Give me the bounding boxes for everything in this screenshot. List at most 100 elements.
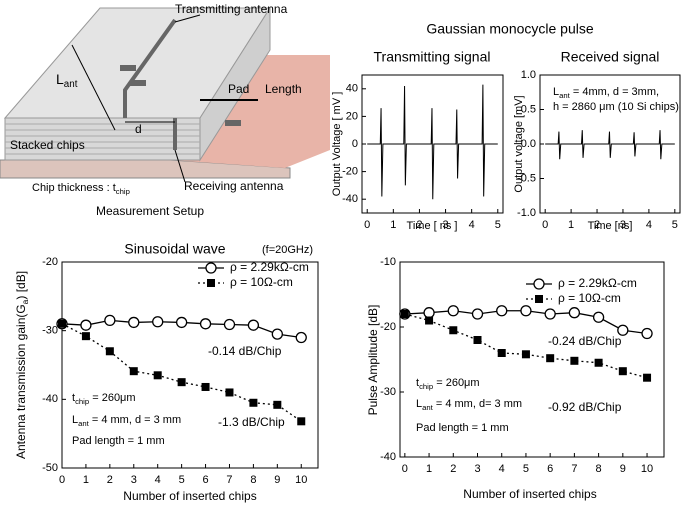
label: Lant xyxy=(56,71,78,90)
text-part: L xyxy=(56,71,64,87)
label: Stacked chips xyxy=(10,138,85,152)
x-tick-label: 9 xyxy=(620,463,626,475)
series-line xyxy=(61,323,302,422)
marker xyxy=(129,367,138,376)
y-tick-label: -30 xyxy=(42,325,58,337)
marker xyxy=(273,400,282,409)
marker xyxy=(400,310,409,318)
legend-label: ρ = 2.29kΩ-cm xyxy=(230,260,309,274)
text-part: t xyxy=(72,392,75,404)
annotation: Lant = 4 mm, d = 3 mm xyxy=(72,414,181,428)
marker xyxy=(177,378,186,387)
marker xyxy=(249,398,258,407)
marker xyxy=(521,350,530,359)
marker xyxy=(568,307,581,319)
x-tick-label: 2 xyxy=(450,463,456,475)
marker xyxy=(641,327,653,340)
marker xyxy=(592,311,605,323)
x-tick-label: 9 xyxy=(274,474,280,486)
marker xyxy=(546,354,555,363)
text-part: ant xyxy=(422,403,434,412)
marker xyxy=(58,319,66,328)
marker xyxy=(618,367,627,376)
y-tick-label: -10 xyxy=(380,256,396,268)
y-tick-label: -20 xyxy=(380,321,396,333)
text-part: L xyxy=(553,86,559,98)
x-axis-label: Number of inserted chips xyxy=(123,489,256,503)
text-part: chip xyxy=(75,397,89,406)
y-tick-label: -40 xyxy=(42,393,58,405)
text-part: Chip thickness : t xyxy=(32,182,116,194)
marker xyxy=(297,417,306,426)
marker xyxy=(175,316,188,329)
x-tick-label: 3 xyxy=(131,474,137,486)
marker xyxy=(295,331,307,344)
annotation: Lant = 4 mm, d= 3 mm xyxy=(416,398,522,412)
annotation: tchip = 260μm xyxy=(72,392,136,406)
chip-front xyxy=(4,117,201,161)
y-tick-label: -20 xyxy=(42,256,58,268)
x-tick-label: 5 xyxy=(179,474,185,486)
heading: Gaussian monocycle pulse xyxy=(426,21,594,37)
label: Length xyxy=(265,82,302,96)
y-tick-label: 0.0 xyxy=(521,138,536,150)
marker xyxy=(271,328,283,340)
x-tick-label: 8 xyxy=(596,463,602,475)
y-tick-label: 20 xyxy=(346,110,358,122)
text-part: Antenna transmission gain(G xyxy=(14,304,28,459)
marker xyxy=(81,332,90,341)
text-part: L xyxy=(416,398,422,410)
x-tick-label: 3 xyxy=(620,219,626,231)
x-tick-label: 8 xyxy=(250,474,256,486)
marker xyxy=(105,347,114,356)
x-tick-label: 2 xyxy=(107,474,113,486)
marker xyxy=(471,308,484,320)
text-part: chip xyxy=(419,382,433,391)
y-tick-label: 0 xyxy=(352,138,358,150)
text-part: L xyxy=(72,414,78,426)
text-part: ant xyxy=(559,91,571,100)
plot-frame xyxy=(61,261,319,469)
text-part: a xyxy=(20,299,30,304)
x-axis-label: Time [ ns ] xyxy=(407,220,458,232)
annotation: h = 2860 μm (10 Si chips) xyxy=(553,101,679,113)
x-tick-label: 5 xyxy=(523,463,529,475)
legend-marker xyxy=(207,279,215,287)
x-tick-label: 5 xyxy=(495,219,501,231)
x-tick-label: 0 xyxy=(59,474,65,486)
x-tick-label: 1 xyxy=(83,474,89,486)
x-tick-label: 1 xyxy=(426,463,432,475)
chart-title: Received signal xyxy=(561,49,660,65)
annotation: Lant = 4mm, d = 3mm, xyxy=(553,86,659,100)
y-tick-label: -40 xyxy=(380,451,396,463)
legend-label: ρ = 2.29kΩ-cm xyxy=(558,276,637,290)
marker xyxy=(473,336,482,344)
pad xyxy=(120,65,136,71)
marker xyxy=(225,388,234,397)
marker xyxy=(617,324,629,336)
x-tick-label: 0 xyxy=(542,219,548,231)
series-line xyxy=(367,84,498,200)
series-line xyxy=(545,130,675,160)
x-tick-label: 0 xyxy=(364,219,370,231)
marker xyxy=(544,308,556,320)
x-axis-label: Number of inserted chips xyxy=(463,487,596,501)
y-axis-label: Output Voltage [ mV ] xyxy=(331,92,343,197)
x-tick-label: 5 xyxy=(672,219,678,231)
x-tick-label: 2 xyxy=(416,219,422,231)
text-part: = 4 mm, d= 3 mm xyxy=(433,398,522,410)
x-tick-label: 7 xyxy=(226,474,232,486)
chart-title: Transmitting signal xyxy=(374,49,491,65)
label: Transmitting antenna xyxy=(175,2,288,16)
text-part: = 4mm, d = 3mm, xyxy=(570,86,659,98)
y-tick-label: -30 xyxy=(380,386,396,398)
marker xyxy=(497,349,506,357)
y-tick-label: -1.0 xyxy=(517,207,536,219)
marker xyxy=(201,382,210,391)
x-tick-label: 3 xyxy=(442,219,448,231)
marker xyxy=(223,318,236,331)
caption: Measurement Setup xyxy=(96,204,204,218)
annotation: tchip = 260μm xyxy=(416,377,480,391)
x-tick-label: 10 xyxy=(641,463,653,475)
